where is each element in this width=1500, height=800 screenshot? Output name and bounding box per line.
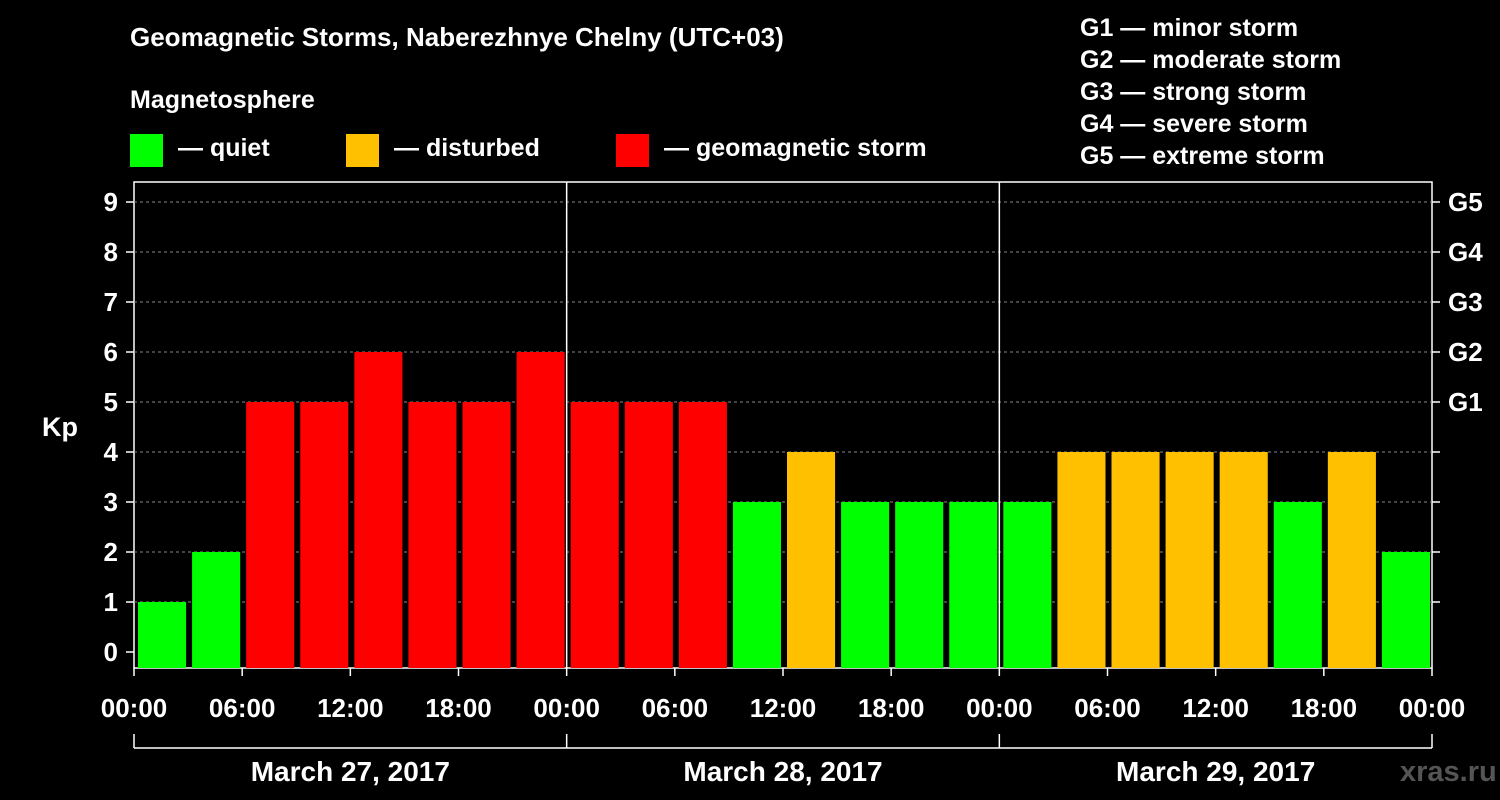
kp-bar	[408, 402, 457, 668]
y-tick-label: 9	[104, 187, 118, 217]
x-tick-label: 06:00	[209, 693, 276, 723]
kp-bar	[678, 402, 727, 668]
g-legend-g3: G3 — strong storm	[1080, 78, 1307, 106]
y-tick-label: 1	[104, 587, 118, 617]
kp-bar	[354, 352, 403, 668]
g-scale-label: G3	[1448, 287, 1483, 317]
y-tick-label: 0	[104, 637, 118, 667]
y-tick-label: 2	[104, 537, 118, 567]
kp-bar	[895, 502, 944, 668]
legend-label-quiet: — quiet	[178, 134, 270, 162]
x-tick-label: 18:00	[1291, 693, 1358, 723]
g-legend-g1: G1 — minor storm	[1080, 14, 1299, 42]
kp-bar	[949, 502, 998, 668]
legend-swatch-quiet	[130, 134, 163, 167]
y-tick-label: 8	[104, 237, 118, 267]
legend-label-disturbed: — disturbed	[394, 134, 540, 162]
kp-bar	[300, 402, 349, 668]
chart-title: Geomagnetic Storms, Naberezhnye Chelny (…	[130, 22, 784, 52]
y-tick-label: 7	[104, 287, 118, 317]
g-scale-label: G5	[1448, 187, 1483, 217]
kp-bar	[1327, 452, 1376, 668]
kp-bar	[1381, 552, 1430, 668]
kp-bar	[192, 552, 241, 668]
kp-bar	[462, 402, 511, 668]
g-legend-g5: G5 — extreme storm	[1080, 142, 1325, 170]
kp-bar	[1165, 452, 1214, 668]
kp-bar	[1003, 502, 1052, 668]
x-tick-label: 06:00	[1074, 693, 1141, 723]
x-tick-label: 00:00	[1399, 693, 1466, 723]
kp-bar	[624, 402, 673, 668]
y-tick-label: 4	[104, 437, 119, 467]
y-tick-label: 6	[104, 337, 118, 367]
y-tick-label: 3	[104, 487, 118, 517]
x-tick-label: 12:00	[1182, 693, 1249, 723]
x-tick-label: 06:00	[642, 693, 709, 723]
x-tick-label: 18:00	[858, 693, 925, 723]
legend-label-storm: — geomagnetic storm	[664, 134, 927, 162]
x-tick-label: 12:00	[750, 693, 817, 723]
kp-bar	[1057, 452, 1106, 668]
chart-subtitle: Magnetosphere	[130, 86, 315, 114]
g-scale-label: G4	[1448, 237, 1483, 267]
x-tick-label: 00:00	[533, 693, 600, 723]
y-axis-label: Kp	[42, 412, 78, 442]
kp-bar	[787, 452, 836, 668]
y-tick-label: 5	[104, 387, 118, 417]
kp-bar	[732, 502, 781, 668]
x-tick-label: 18:00	[425, 693, 492, 723]
legend-swatch-storm	[616, 134, 649, 167]
kp-bar	[570, 402, 619, 668]
g-legend-g4: G4 — severe storm	[1080, 110, 1308, 138]
g-legend-g2: G2 — moderate storm	[1080, 46, 1342, 74]
day-label: March 28, 2017	[683, 756, 882, 787]
legend-swatch-disturbed	[346, 134, 379, 167]
x-tick-label: 00:00	[966, 693, 1033, 723]
kp-bar	[246, 402, 295, 668]
x-tick-label: 12:00	[317, 693, 384, 723]
kp-bar	[1273, 502, 1322, 668]
g-scale-label: G2	[1448, 337, 1483, 367]
day-label: March 27, 2017	[251, 756, 450, 787]
kp-bar	[516, 352, 565, 668]
kp-bar	[1111, 452, 1160, 668]
watermark: xras.ru	[1400, 756, 1497, 788]
kp-bar	[138, 602, 187, 668]
g-scale-label: G1	[1448, 387, 1483, 417]
kp-bar	[1219, 452, 1268, 668]
kp-bar	[841, 502, 890, 668]
day-label: March 29, 2017	[1116, 756, 1315, 787]
x-tick-label: 00:00	[101, 693, 168, 723]
